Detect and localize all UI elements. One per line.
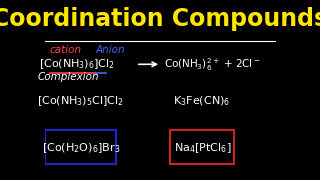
Text: Complexion: Complexion — [37, 72, 99, 82]
Text: Anion: Anion — [96, 45, 125, 55]
Text: Na$_4$[PtCl$_6$]: Na$_4$[PtCl$_6$] — [174, 141, 231, 154]
Text: cation: cation — [50, 45, 82, 55]
Text: [Co(H$_2$O)$_6$]Br$_3$: [Co(H$_2$O)$_6$]Br$_3$ — [42, 141, 120, 154]
Text: Coordination Compounds: Coordination Compounds — [0, 7, 320, 31]
Text: K$_3$Fe(CN)$_6$: K$_3$Fe(CN)$_6$ — [173, 95, 230, 108]
Text: [Co(NH$_3$)$_5$Cl]Cl$_2$: [Co(NH$_3$)$_5$Cl]Cl$_2$ — [37, 95, 124, 108]
Text: Co(NH$_3$)$_6^{2+}$ + 2Cl$^-$: Co(NH$_3$)$_6^{2+}$ + 2Cl$^-$ — [164, 56, 261, 73]
Text: [Co(NH$_3$)$_6$]Cl$_2$: [Co(NH$_3$)$_6$]Cl$_2$ — [39, 57, 116, 71]
